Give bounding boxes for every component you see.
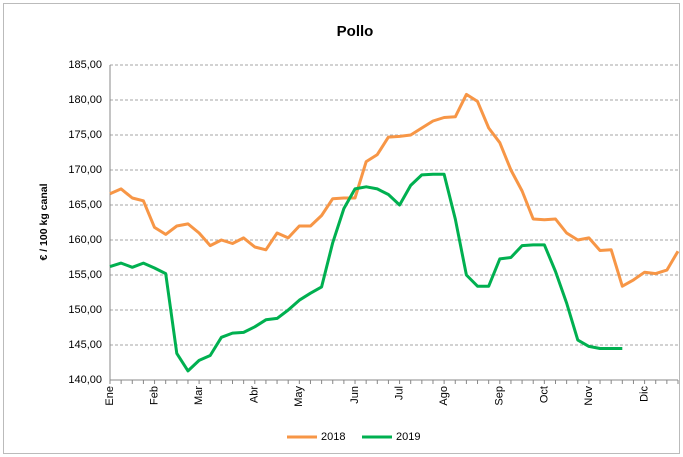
chart-title: Pollo bbox=[337, 23, 374, 40]
x-tick-label: Dic bbox=[638, 386, 650, 402]
x-tick-label: Ene bbox=[104, 386, 116, 406]
x-tick-label: Sep bbox=[494, 386, 506, 406]
x-tick-label: Abr bbox=[249, 386, 261, 403]
y-axis-label: € / 100 kg canal bbox=[38, 183, 50, 260]
x-tick-label: Mar bbox=[193, 386, 205, 405]
y-tick-label: 175,00 bbox=[68, 129, 102, 141]
x-tick-label: Jul bbox=[393, 386, 405, 400]
chart-border bbox=[3, 3, 680, 454]
x-tick-label: Ago bbox=[438, 386, 450, 406]
y-tick-label: 180,00 bbox=[68, 94, 102, 106]
line-series bbox=[109, 92, 680, 288]
y-tick-label: 185,00 bbox=[68, 59, 102, 71]
legend-label: 2019 bbox=[396, 431, 420, 443]
x-tick-label: Oct bbox=[538, 386, 550, 403]
y-tick-label: 140,00 bbox=[68, 374, 102, 386]
x-tick-label: Nov bbox=[583, 386, 595, 406]
y-tick-label: 170,00 bbox=[68, 164, 102, 176]
y-tick-label: 165,00 bbox=[68, 199, 102, 211]
y-tick-label: 150,00 bbox=[68, 304, 102, 316]
x-tick-label: May bbox=[293, 386, 305, 407]
line-series bbox=[109, 172, 623, 373]
x-tick-label: Jun bbox=[349, 386, 361, 404]
y-tick-label: 145,00 bbox=[68, 339, 102, 351]
legend-label: 2018 bbox=[321, 431, 345, 443]
y-tick-label: 160,00 bbox=[68, 234, 102, 246]
y-tick-label: 155,00 bbox=[68, 269, 102, 281]
x-tick-label: Feb bbox=[148, 386, 160, 405]
